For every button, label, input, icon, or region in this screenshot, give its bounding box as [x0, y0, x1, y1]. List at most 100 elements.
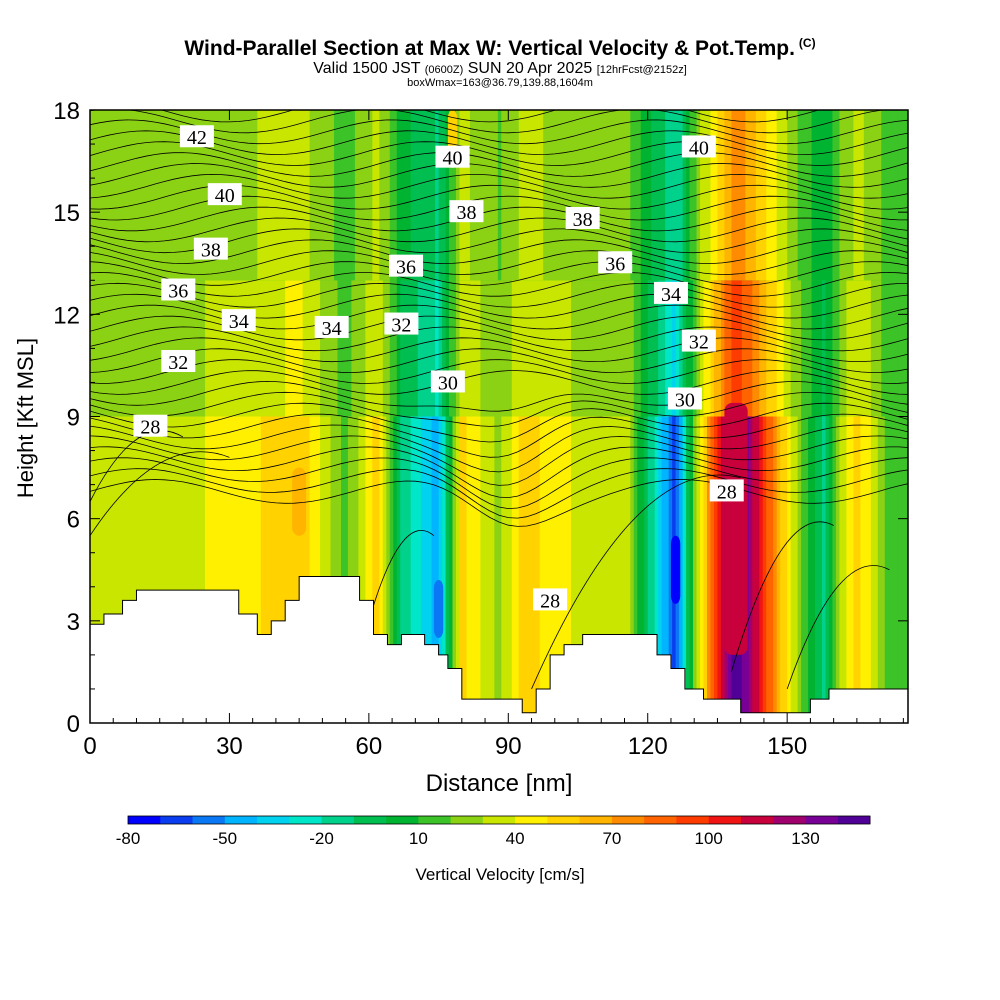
field-cell: [156, 280, 161, 417]
contour-label: 32: [681, 329, 716, 354]
field-cell: [752, 110, 757, 281]
field-cell: [773, 416, 778, 723]
colorbar-swatch: [128, 816, 161, 824]
field-cell: [801, 416, 806, 723]
field-cell: [243, 416, 248, 723]
field-cell: [372, 280, 377, 417]
field-cell: [361, 280, 366, 417]
field-cell: [822, 110, 827, 281]
field-cell: [438, 416, 443, 723]
field-cell: [306, 280, 311, 417]
field-cell: [724, 280, 729, 417]
field-cell: [584, 416, 590, 723]
theta-contour-line: [90, 261, 908, 286]
field-cell: [693, 110, 698, 281]
field-cell: [884, 110, 889, 281]
field-cell: [260, 416, 265, 723]
theta-contour-line: [90, 446, 908, 499]
field-cell: [407, 416, 412, 723]
colorbar-swatch: [418, 816, 452, 824]
field-cell: [647, 416, 652, 723]
field-cell: [571, 416, 576, 723]
valid-date: SUN 20 Apr 2025: [467, 60, 593, 77]
field-cell: [888, 110, 893, 281]
field-cell: [902, 110, 907, 281]
field-cell: [783, 110, 788, 281]
field-cell: [867, 110, 872, 281]
field-cell: [396, 280, 401, 417]
field-cell: [393, 110, 398, 281]
field-cell: [205, 280, 210, 417]
contour-label: 36: [598, 251, 633, 275]
field-cell: [741, 110, 746, 281]
field-cell: [703, 416, 708, 723]
theta-contour-line: [90, 380, 908, 412]
field-cell: [828, 280, 834, 417]
contour-label: 28: [133, 414, 168, 439]
contour-label: 42: [179, 125, 214, 149]
field-cell: [135, 110, 140, 281]
field-cell: [194, 110, 199, 281]
field-cell: [543, 110, 548, 281]
field-cell: [124, 416, 129, 723]
field-cell: [316, 416, 321, 723]
field-cell: [804, 416, 809, 723]
field-cell: [365, 110, 370, 281]
field-cell: [536, 416, 541, 723]
field-cell: [212, 416, 217, 723]
theta-contour-line: [531, 474, 741, 690]
contour-label-box: [179, 125, 214, 148]
colorbar-label: -50: [212, 829, 237, 848]
contour-label-text: 36: [396, 257, 416, 279]
field-cell: [232, 280, 238, 417]
field-cell: [239, 416, 244, 723]
contour-labels: 42 40 40 40 38 38 38 36 36 36 34 34 34 32 32 32 30 30 28 28…: [133, 125, 744, 612]
field-cell: [442, 280, 447, 417]
field-cell: [881, 110, 886, 281]
field-cell: [905, 416, 908, 723]
colorbar-swatch: [708, 816, 742, 824]
field-cell: [644, 280, 649, 417]
field-cell: [839, 416, 844, 723]
field-cell: [553, 416, 558, 723]
field-cell: [797, 416, 802, 723]
contour-label-text: 28: [140, 417, 160, 439]
field-cell: [121, 280, 126, 417]
field-cell: [508, 110, 513, 281]
field-cell: [236, 416, 241, 723]
contour-label-box: [430, 370, 465, 393]
field-cell: [700, 110, 705, 281]
field-cell: [874, 280, 879, 417]
theta-contour-line: [90, 206, 908, 232]
field-cell: [103, 110, 109, 281]
field-cell: [198, 110, 203, 281]
field-cell: [532, 416, 537, 723]
field-cell: [187, 280, 192, 417]
y-tick-label: 9: [67, 405, 80, 432]
colorbar-swatch: [547, 816, 581, 824]
field-cell: [668, 416, 673, 723]
field-cell: [665, 110, 670, 281]
field-cell: [173, 110, 178, 281]
y-tick-label: 15: [53, 200, 80, 227]
field-cell: [567, 110, 572, 281]
field-cell: [184, 416, 189, 723]
x-tick-label: 30: [216, 733, 243, 760]
field-cell: [661, 110, 666, 281]
field-cell: [225, 416, 231, 723]
field-cell: [801, 110, 806, 281]
field-cell: [682, 110, 687, 281]
field-cell: [379, 416, 384, 723]
x-tick-label: 150: [767, 733, 807, 760]
field-cell: [347, 110, 353, 281]
field-cell: [344, 416, 349, 723]
field-cell: [480, 416, 485, 723]
field-cell: [257, 110, 262, 281]
theta-contour-line: [90, 402, 908, 443]
field-cell: [316, 110, 321, 281]
field-cell: [713, 280, 719, 417]
field-cell: [856, 280, 861, 417]
theta-contour-line: [90, 110, 888, 134]
field-cell: [689, 416, 694, 723]
contour-label-text: 36: [168, 280, 188, 302]
